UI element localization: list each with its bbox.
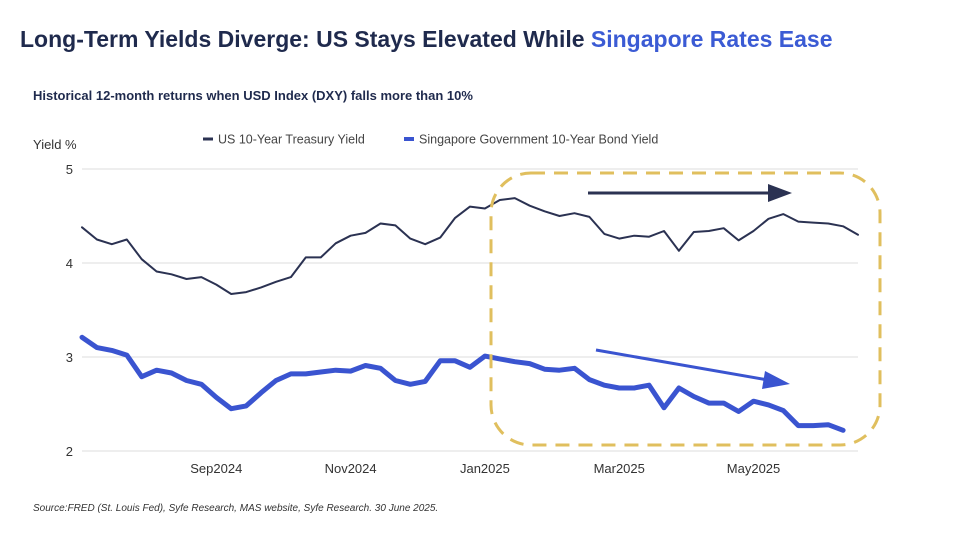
y-tick-label: 4 — [66, 256, 73, 271]
legend-label-us: US 10-Year Treasury Yield — [218, 133, 365, 147]
x-tick-label: Jan2025 — [460, 461, 510, 476]
y-tick-label: 3 — [66, 350, 73, 365]
x-tick-label: Nov2024 — [325, 461, 377, 476]
gridlines — [82, 168, 858, 452]
sg-trend-arrow-shaft — [595, 348, 769, 382]
legend-label-sg: Singapore Government 10-Year Bond Yield — [419, 133, 658, 147]
sg-10y-yield-line — [79, 334, 846, 433]
legend: US 10-Year Treasury Yield Singapore Gove… — [203, 133, 658, 147]
us-trend-arrow-head — [768, 184, 792, 202]
y-tick-label: 2 — [66, 444, 73, 459]
chart-subtitle: Historical 12-month returns when USD Ind… — [33, 88, 473, 103]
y-tick-label: 5 — [66, 162, 73, 177]
y-axis-ticks: 2 3 4 5 — [66, 162, 73, 459]
x-tick-label: Mar2025 — [594, 461, 645, 476]
highlight-box — [489, 171, 882, 447]
title-main: Long-Term Yields Diverge: US Stays Eleva… — [20, 26, 591, 52]
trend-arrows — [588, 184, 792, 389]
title-accent: Singapore Rates Ease — [590, 26, 833, 52]
x-axis-ticks: Sep2024 Nov2024 Jan2025 Mar2025 May2025 — [190, 461, 780, 476]
source-note: Source:FRED (St. Louis Fed), Syfe Resear… — [33, 503, 439, 514]
x-tick-label: May2025 — [727, 461, 780, 476]
chart-title: Long-Term Yields Diverge: US Stays Eleva… — [20, 26, 833, 53]
us-10y-yield-line — [81, 197, 859, 295]
x-tick-label: Sep2024 — [190, 461, 242, 476]
series-lines — [79, 197, 859, 433]
sg-trend-arrow-head — [762, 371, 790, 389]
y-axis-label: Yield % — [33, 137, 77, 152]
